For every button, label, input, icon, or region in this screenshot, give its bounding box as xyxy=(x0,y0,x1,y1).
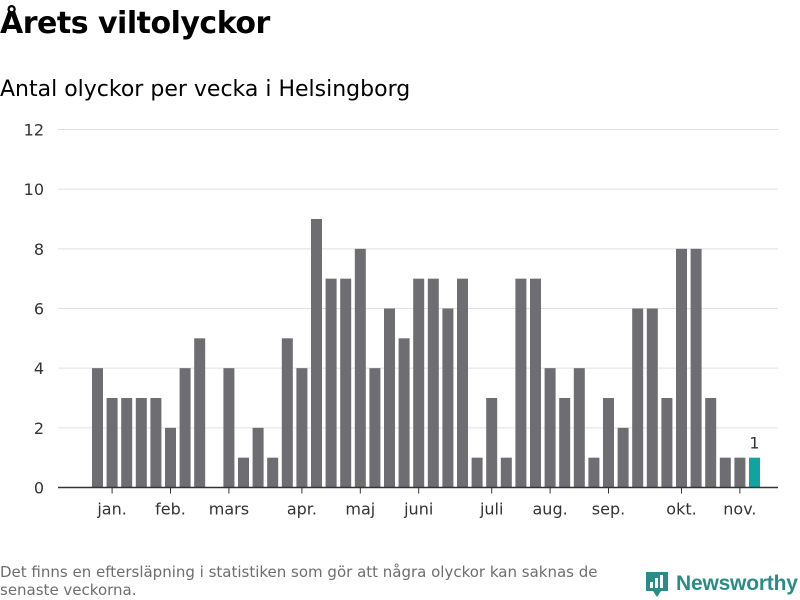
bar xyxy=(632,308,644,488)
x-tick-label: jan. xyxy=(96,500,126,519)
bar xyxy=(252,427,264,488)
bar xyxy=(135,398,147,488)
bar xyxy=(281,338,293,488)
bar xyxy=(179,368,191,488)
bar xyxy=(603,398,614,488)
bar xyxy=(150,398,162,488)
bar xyxy=(559,398,571,488)
bar xyxy=(573,368,585,488)
bar xyxy=(515,278,527,488)
bar xyxy=(223,368,235,488)
bar xyxy=(340,278,352,488)
bar xyxy=(705,398,717,488)
bar xyxy=(471,457,483,488)
bar xyxy=(544,368,556,488)
bar xyxy=(719,457,731,488)
bar xyxy=(267,457,279,488)
footnote: Det finns en eftersläpning i statistiken… xyxy=(0,563,598,599)
brand-name: Newsworthy xyxy=(676,572,798,595)
chart-title: Årets viltolyckor xyxy=(0,6,270,41)
bar xyxy=(588,457,600,488)
bar xyxy=(427,278,439,488)
x-tick-label: mars xyxy=(209,500,249,519)
bar xyxy=(617,427,629,488)
x-tick-label: aug. xyxy=(533,500,568,519)
bar xyxy=(325,278,337,488)
bar xyxy=(486,398,498,488)
y-tick-label: 6 xyxy=(34,300,44,319)
bar xyxy=(530,278,541,488)
highlight-data-label: 1 xyxy=(749,434,759,453)
bar xyxy=(413,278,425,488)
chart-subtitle: Antal olyckor per vecka i Helsingborg xyxy=(0,77,411,102)
y-tick-label: 0 xyxy=(34,479,44,498)
bar xyxy=(238,457,249,488)
x-tick-label: nov. xyxy=(723,500,756,519)
x-tick-label: okt. xyxy=(666,500,696,519)
bar xyxy=(354,248,366,488)
x-tick-label: juli xyxy=(479,500,503,519)
y-tick-label: 12 xyxy=(24,121,44,140)
y-tick-label: 8 xyxy=(34,240,44,259)
bar xyxy=(676,248,687,488)
brand-logo[interactable]: Newsworthy xyxy=(644,568,798,600)
bar xyxy=(92,368,103,488)
x-tick-label: feb. xyxy=(155,500,186,519)
bar xyxy=(734,457,746,488)
x-tick-label: juni xyxy=(403,500,433,519)
bar xyxy=(690,248,702,488)
bar xyxy=(121,398,133,488)
newsworthy-logo-icon xyxy=(646,572,668,597)
bar-highlight xyxy=(749,457,760,488)
y-tick-label: 10 xyxy=(24,180,44,199)
y-tick-label: 4 xyxy=(34,359,44,378)
bar xyxy=(311,219,322,488)
bar xyxy=(194,338,206,488)
bar xyxy=(661,398,673,488)
y-tick-label: 2 xyxy=(34,419,44,438)
x-tick-label: sep. xyxy=(592,500,625,519)
bar xyxy=(442,308,454,488)
x-tick-label: maj xyxy=(345,500,375,519)
bar xyxy=(369,368,381,488)
bar xyxy=(500,457,512,488)
bar xyxy=(106,398,118,488)
x-tick-label: apr. xyxy=(287,500,317,519)
bar xyxy=(398,338,410,488)
bar-chart: 0 2 4 6 8 10 12 1 jan. feb. mars apr. maj juni juli aug… xyxy=(24,121,778,519)
bar xyxy=(457,278,468,488)
bar xyxy=(165,427,176,488)
bar xyxy=(296,368,308,488)
bar xyxy=(646,308,658,488)
bar xyxy=(384,308,395,488)
